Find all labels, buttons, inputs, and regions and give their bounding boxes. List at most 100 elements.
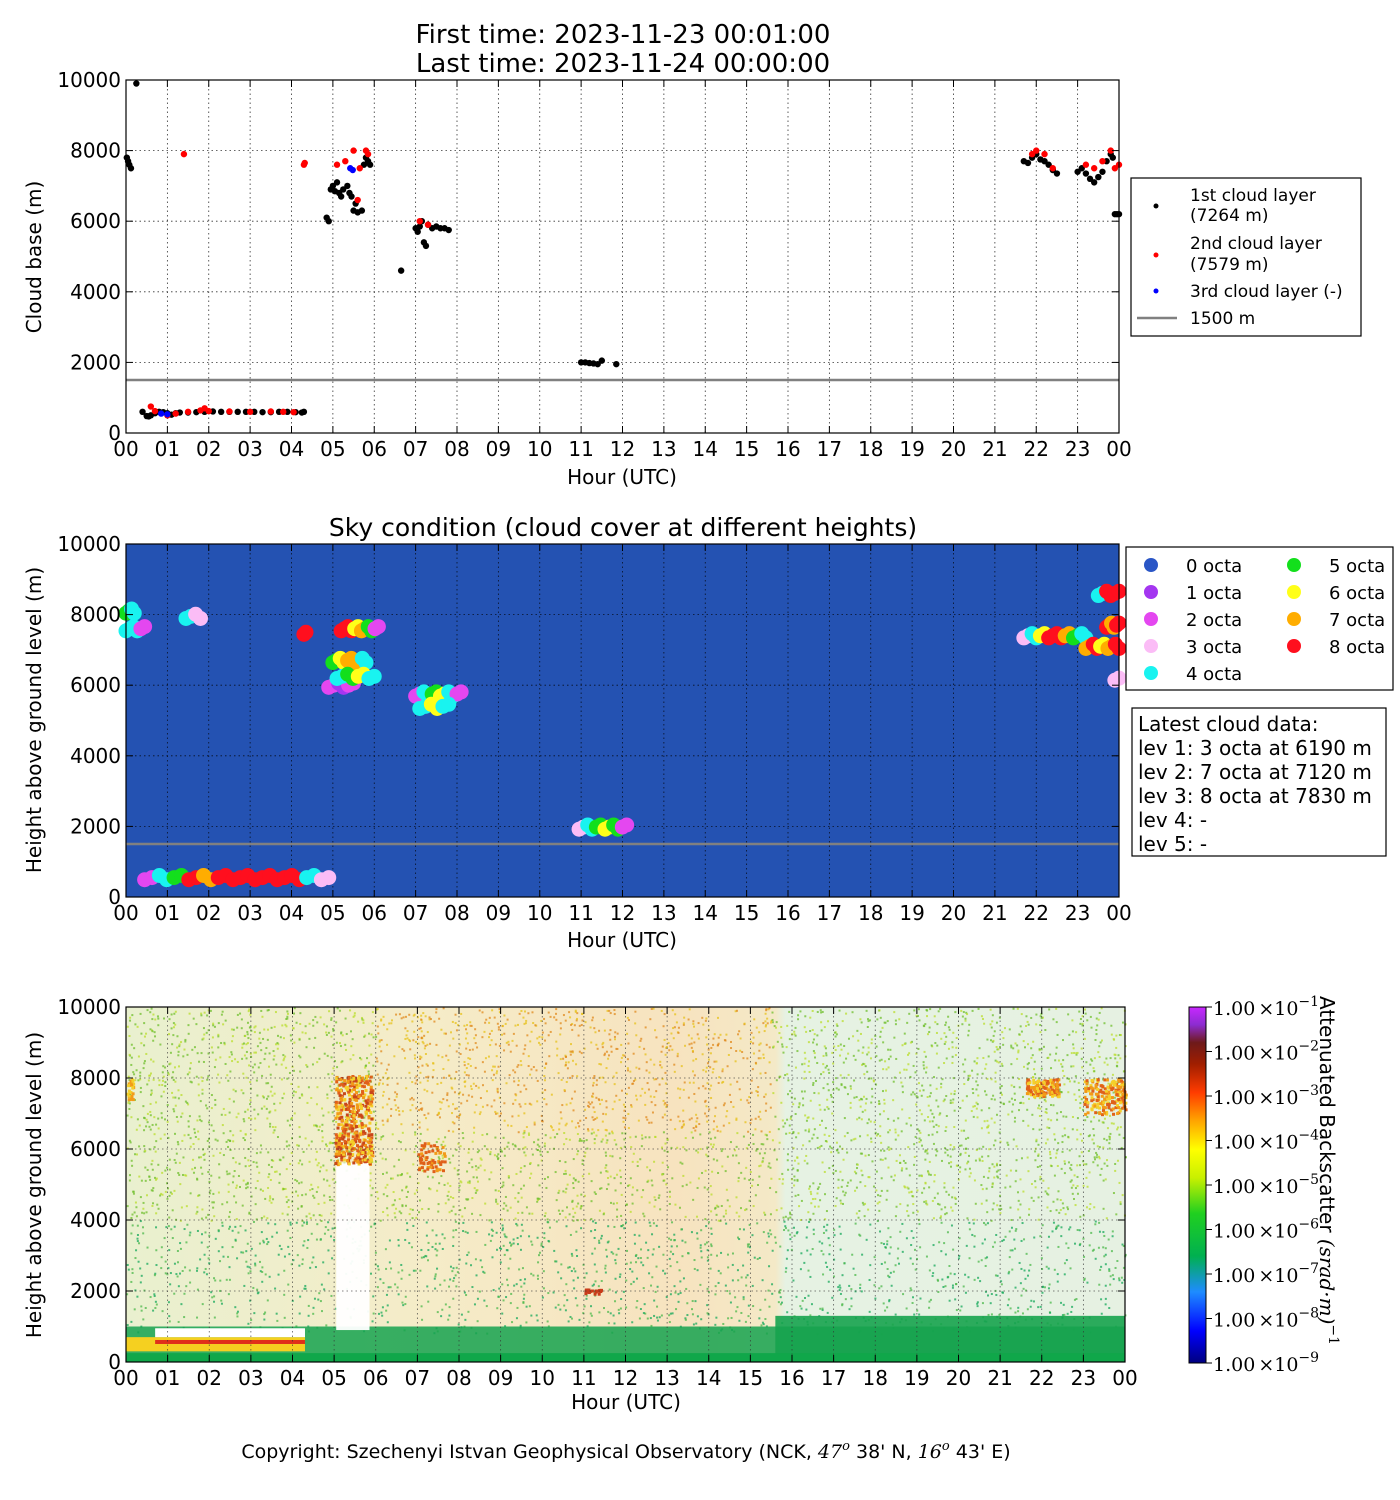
backscatter-speckle xyxy=(1037,1306,1040,1309)
backscatter-speckle xyxy=(770,1177,773,1180)
backscatter-speckle xyxy=(341,1081,344,1084)
backscatter-speckle xyxy=(394,1283,397,1286)
backscatter-speckle xyxy=(386,1120,389,1123)
backscatter-speckle xyxy=(128,1179,131,1182)
backscatter-speckle xyxy=(253,1108,256,1111)
backscatter-speckle xyxy=(948,1028,951,1031)
backscatter-speckle xyxy=(1014,1247,1017,1250)
backscatter-speckle xyxy=(904,1162,907,1165)
backscatter-speckle xyxy=(155,1212,158,1215)
backscatter-speckle xyxy=(168,1063,171,1066)
backscatter-speckle xyxy=(309,1189,312,1192)
backscatter-speckle xyxy=(1055,1209,1058,1212)
backscatter-speckle xyxy=(890,1284,893,1287)
backscatter-speckle xyxy=(677,1293,680,1296)
backscatter-speckle xyxy=(695,1058,698,1061)
backscatter-speckle xyxy=(962,1285,965,1288)
backscatter-speckle xyxy=(775,1158,778,1161)
backscatter-speckle xyxy=(925,1149,928,1152)
backscatter-speckle xyxy=(130,1280,133,1283)
backscatter-speckle xyxy=(301,1194,304,1197)
backscatter-speckle xyxy=(203,1253,206,1256)
backscatter-speckle xyxy=(726,1199,729,1202)
backscatter-speckle xyxy=(567,1061,570,1064)
backscatter-speckle xyxy=(634,1135,637,1138)
backscatter-speckle xyxy=(1000,1280,1003,1283)
backscatter-speckle xyxy=(538,1184,541,1187)
backscatter-speckle xyxy=(1057,1224,1060,1227)
backscatter-speckle xyxy=(174,1023,177,1026)
backscatter-speckle xyxy=(298,1182,301,1185)
backscatter-speckle xyxy=(832,1172,835,1175)
backscatter-speckle xyxy=(404,1015,407,1018)
backscatter-speckle xyxy=(520,1196,523,1199)
backscatter-speckle xyxy=(486,1148,489,1151)
backscatter-panel: 00 01 02 03 04 05 06 07 08 09 10 11 12 13 14 15 16 17 18 19… xyxy=(22,994,1341,1414)
backscatter-speckle xyxy=(780,1036,783,1039)
backscatter-speckle xyxy=(421,1107,424,1110)
cloud-point-1st-cloud-layer xyxy=(133,80,140,87)
backscatter-speckle xyxy=(830,1151,833,1154)
backscatter-speckle xyxy=(256,1045,259,1048)
backscatter-speckle xyxy=(1022,1095,1025,1098)
backscatter-speckle xyxy=(1037,1143,1040,1146)
backscatter-speckle xyxy=(829,1268,832,1271)
backscatter-speckle xyxy=(773,1149,776,1152)
backscatter-speckle xyxy=(931,1120,934,1123)
backscatter-speckle xyxy=(440,1101,443,1104)
backscatter-speckle xyxy=(639,1094,642,1097)
backscatter-speckle xyxy=(1116,1126,1119,1129)
backscatter-speckle xyxy=(1056,1273,1059,1276)
backscatter-speckle xyxy=(1091,1138,1094,1141)
backscatter-speckle xyxy=(550,1126,553,1129)
backscatter-speckle xyxy=(918,1137,921,1140)
backscatter-speckle xyxy=(770,1021,773,1024)
backscatter-speckle xyxy=(1062,1039,1065,1042)
backscatter-speckle xyxy=(247,1010,250,1013)
backscatter-speckle xyxy=(1067,1091,1070,1094)
backscatter-speckle xyxy=(298,1096,301,1099)
backscatter-speckle xyxy=(990,1219,993,1222)
cloud-point-2nd-cloud-layer xyxy=(226,408,233,415)
backscatter-speckle xyxy=(1076,1229,1079,1232)
backscatter-speckle xyxy=(497,1157,500,1160)
backscatter-speckle xyxy=(196,1316,199,1319)
backscatter-speckle xyxy=(668,1314,671,1317)
backscatter-speckle xyxy=(435,1141,438,1144)
backscatter-speckle xyxy=(788,1124,791,1127)
backscatter-speckle xyxy=(151,1204,154,1207)
backscatter-speckle xyxy=(576,1219,579,1222)
backscatter-speckle xyxy=(920,1144,923,1147)
backscatter-speckle xyxy=(704,1099,707,1102)
backscatter-speckle xyxy=(882,1302,885,1305)
backscatter-speckle xyxy=(386,1183,389,1186)
backscatter-speckle xyxy=(221,1203,224,1206)
backscatter-speckle xyxy=(269,1195,272,1198)
backscatter-speckle xyxy=(331,1178,334,1181)
backscatter-speckle xyxy=(257,1113,260,1116)
backscatter-speckle xyxy=(1077,1081,1080,1084)
backscatter-speckle xyxy=(1084,1012,1087,1015)
backscatter-speckle xyxy=(247,1037,250,1040)
backscatter-speckle xyxy=(126,1205,129,1208)
backscatter-speckle xyxy=(908,1012,911,1015)
backscatter-speckle xyxy=(473,1187,476,1190)
backscatter-speckle xyxy=(792,1132,795,1135)
backscatter-speckle xyxy=(489,1153,492,1156)
backscatter-speckle xyxy=(943,1242,946,1245)
backscatter-speckle xyxy=(290,1039,293,1042)
backscatter-speckle xyxy=(173,1225,176,1228)
backscatter-speckle xyxy=(542,1287,545,1290)
backscatter-speckle xyxy=(250,1318,253,1321)
backscatter-speckle xyxy=(315,1190,318,1193)
backscatter-speckle xyxy=(464,1085,467,1088)
backscatter-speckle xyxy=(729,1141,732,1144)
backscatter-speckle xyxy=(562,1014,565,1017)
backscatter-speckle xyxy=(935,1052,938,1055)
backscatter-speckle xyxy=(490,1228,493,1231)
backscatter-speckle xyxy=(549,1030,552,1033)
backscatter-speckle xyxy=(906,1204,909,1207)
octa-legend-marker xyxy=(1144,585,1158,599)
backscatter-speckle xyxy=(424,1052,427,1055)
backscatter-speckle xyxy=(540,1114,543,1117)
